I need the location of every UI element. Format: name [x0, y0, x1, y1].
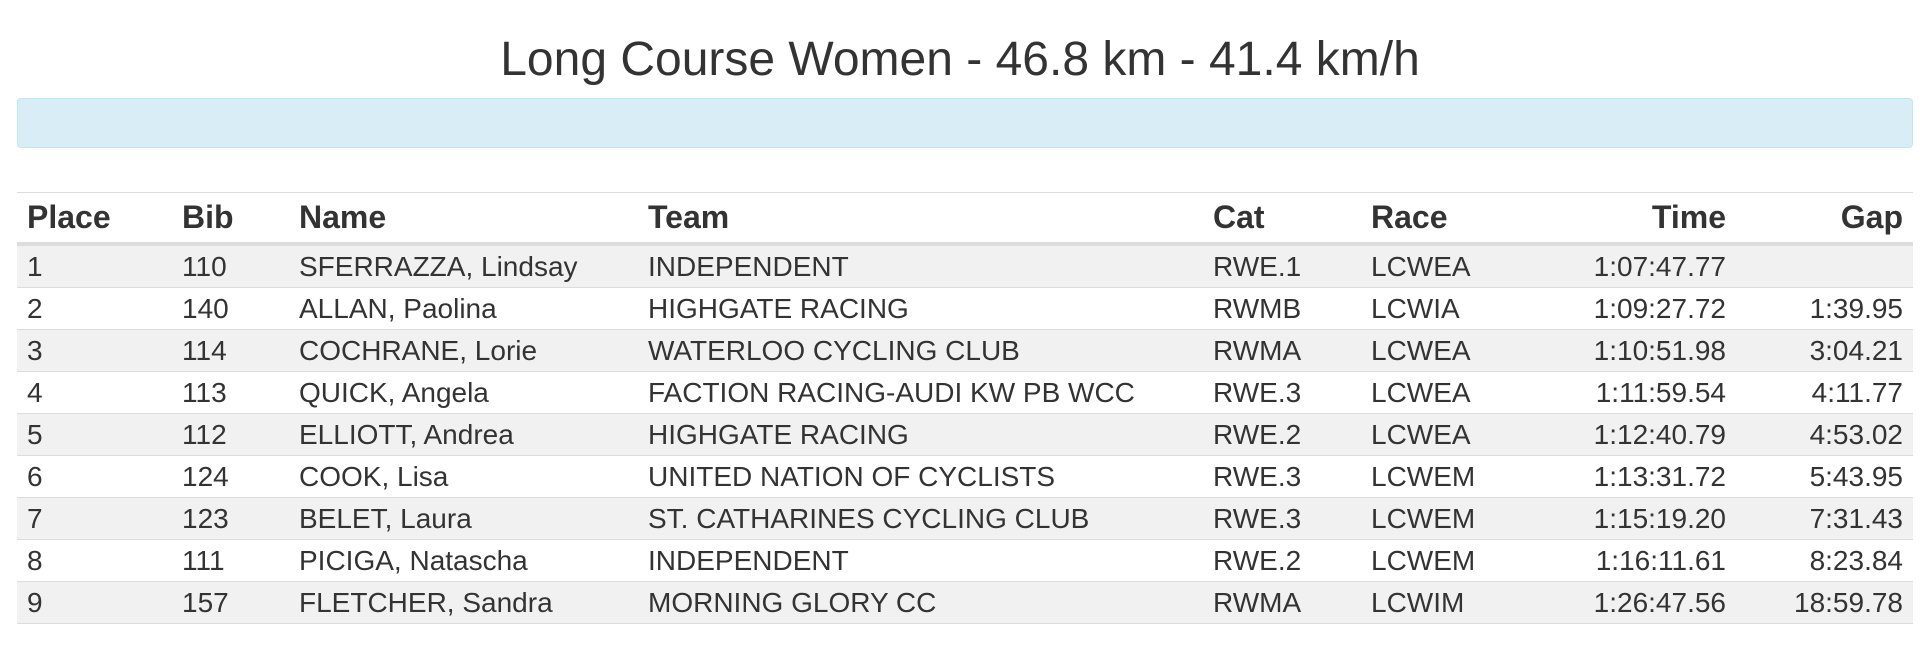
column-header-place: Place — [17, 192, 172, 246]
cell-race: LCWEA — [1361, 244, 1536, 288]
cell-gap: 18:59.78 — [1736, 581, 1913, 624]
cell-team: HIGHGATE RACING — [638, 287, 1203, 330]
table-row: 1 110 SFERRAZZA, Lindsay INDEPENDENT RWE… — [17, 244, 1913, 288]
results-table: Place Bib Name Team Cat Race Time Gap 1 … — [17, 192, 1913, 624]
cell-name: FLETCHER, Sandra — [289, 581, 638, 624]
table-row: 8 111 PICIGA, Natascha INDEPENDENT RWE.2… — [17, 539, 1913, 582]
cell-team: MORNING GLORY CC — [638, 581, 1203, 624]
cell-name: BELET, Laura — [289, 497, 638, 540]
column-header-race: Race — [1361, 192, 1536, 246]
cell-gap: 8:23.84 — [1736, 539, 1913, 582]
cell-bib: 114 — [172, 329, 289, 372]
cell-gap: 3:04.21 — [1736, 329, 1913, 372]
cell-cat: RWE.2 — [1203, 539, 1361, 582]
cell-bib: 113 — [172, 371, 289, 414]
cell-time: 1:11:59.54 — [1536, 371, 1736, 414]
cell-time: 1:12:40.79 — [1536, 413, 1736, 456]
cell-place: 6 — [17, 455, 172, 498]
cell-time: 1:10:51.98 — [1536, 329, 1736, 372]
cell-race: LCWEA — [1361, 413, 1536, 456]
cell-place: 9 — [17, 581, 172, 624]
cell-time: 1:15:19.20 — [1536, 497, 1736, 540]
table-row: 7 123 BELET, Laura ST. CATHARINES CYCLIN… — [17, 497, 1913, 540]
column-header-cat: Cat — [1203, 192, 1361, 246]
cell-name: SFERRAZZA, Lindsay — [289, 244, 638, 288]
cell-name: ELLIOTT, Andrea — [289, 413, 638, 456]
column-header-time: Time — [1536, 192, 1736, 246]
cell-time: 1:26:47.56 — [1536, 581, 1736, 624]
cell-gap: 1:39.95 — [1736, 287, 1913, 330]
cell-race: LCWEA — [1361, 371, 1536, 414]
cell-gap: 5:43.95 — [1736, 455, 1913, 498]
header-row: Place Bib Name Team Cat Race Time Gap — [17, 192, 1913, 246]
cell-race: LCWIM — [1361, 581, 1536, 624]
cell-cat: RWMB — [1203, 287, 1361, 330]
cell-team: FACTION RACING-AUDI KW PB WCC — [638, 371, 1203, 414]
cell-name: PICIGA, Natascha — [289, 539, 638, 582]
cell-cat: RWE.3 — [1203, 371, 1361, 414]
cell-team: INDEPENDENT — [638, 539, 1203, 582]
cell-team: HIGHGATE RACING — [638, 413, 1203, 456]
cell-team: ST. CATHARINES CYCLING CLUB — [638, 497, 1203, 540]
table-row: 4 113 QUICK, Angela FACTION RACING-AUDI … — [17, 371, 1913, 414]
cell-time: 1:07:47.77 — [1536, 244, 1736, 288]
info-alert-bar — [17, 98, 1913, 148]
cell-bib: 123 — [172, 497, 289, 540]
cell-place: 8 — [17, 539, 172, 582]
cell-race: LCWIA — [1361, 287, 1536, 330]
cell-time: 1:16:11.61 — [1536, 539, 1736, 582]
results-table-header: Place Bib Name Team Cat Race Time Gap — [17, 192, 1913, 246]
table-row: 2 140 ALLAN, Paolina HIGHGATE RACING RWM… — [17, 287, 1913, 330]
cell-gap — [1736, 244, 1913, 288]
cell-place: 4 — [17, 371, 172, 414]
cell-cat: RWE.3 — [1203, 497, 1361, 540]
cell-bib: 111 — [172, 539, 289, 582]
cell-name: COOK, Lisa — [289, 455, 638, 498]
cell-bib: 112 — [172, 413, 289, 456]
cell-time: 1:13:31.72 — [1536, 455, 1736, 498]
cell-race: LCWEM — [1361, 539, 1536, 582]
column-header-bib: Bib — [172, 192, 289, 246]
cell-name: QUICK, Angela — [289, 371, 638, 414]
cell-place: 7 — [17, 497, 172, 540]
column-header-gap: Gap — [1736, 192, 1913, 246]
cell-place: 1 — [17, 244, 172, 288]
cell-bib: 124 — [172, 455, 289, 498]
cell-bib: 140 — [172, 287, 289, 330]
cell-team: UNITED NATION OF CYCLISTS — [638, 455, 1203, 498]
table-row: 5 112 ELLIOTT, Andrea HIGHGATE RACING RW… — [17, 413, 1913, 456]
column-header-name: Name — [289, 192, 638, 246]
table-row: 3 114 COCHRANE, Lorie WATERLOO CYCLING C… — [17, 329, 1913, 372]
cell-race: LCWEM — [1361, 455, 1536, 498]
cell-gap: 7:31.43 — [1736, 497, 1913, 540]
cell-cat: RWMA — [1203, 329, 1361, 372]
cell-time: 1:09:27.72 — [1536, 287, 1736, 330]
table-row: 9 157 FLETCHER, Sandra MORNING GLORY CC … — [17, 581, 1913, 624]
column-header-team: Team — [638, 192, 1203, 246]
cell-cat: RWE.3 — [1203, 455, 1361, 498]
cell-team: WATERLOO CYCLING CLUB — [638, 329, 1203, 372]
cell-gap: 4:53.02 — [1736, 413, 1913, 456]
cell-place: 3 — [17, 329, 172, 372]
cell-place: 2 — [17, 287, 172, 330]
cell-cat: RWE.2 — [1203, 413, 1361, 456]
cell-bib: 157 — [172, 581, 289, 624]
cell-team: INDEPENDENT — [638, 244, 1203, 288]
cell-race: LCWEA — [1361, 329, 1536, 372]
cell-cat: RWMA — [1203, 581, 1361, 624]
cell-bib: 110 — [172, 244, 289, 288]
cell-gap: 4:11.77 — [1736, 371, 1913, 414]
page-title: Long Course Women - 46.8 km - 41.4 km/h — [500, 33, 1420, 86]
cell-name: COCHRANE, Lorie — [289, 329, 638, 372]
cell-place: 5 — [17, 413, 172, 456]
table-row: 6 124 COOK, Lisa UNITED NATION OF CYCLIS… — [17, 455, 1913, 498]
cell-race: LCWEM — [1361, 497, 1536, 540]
cell-name: ALLAN, Paolina — [289, 287, 638, 330]
cell-cat: RWE.1 — [1203, 244, 1361, 288]
results-table-body: 1 110 SFERRAZZA, Lindsay INDEPENDENT RWE… — [17, 244, 1913, 624]
